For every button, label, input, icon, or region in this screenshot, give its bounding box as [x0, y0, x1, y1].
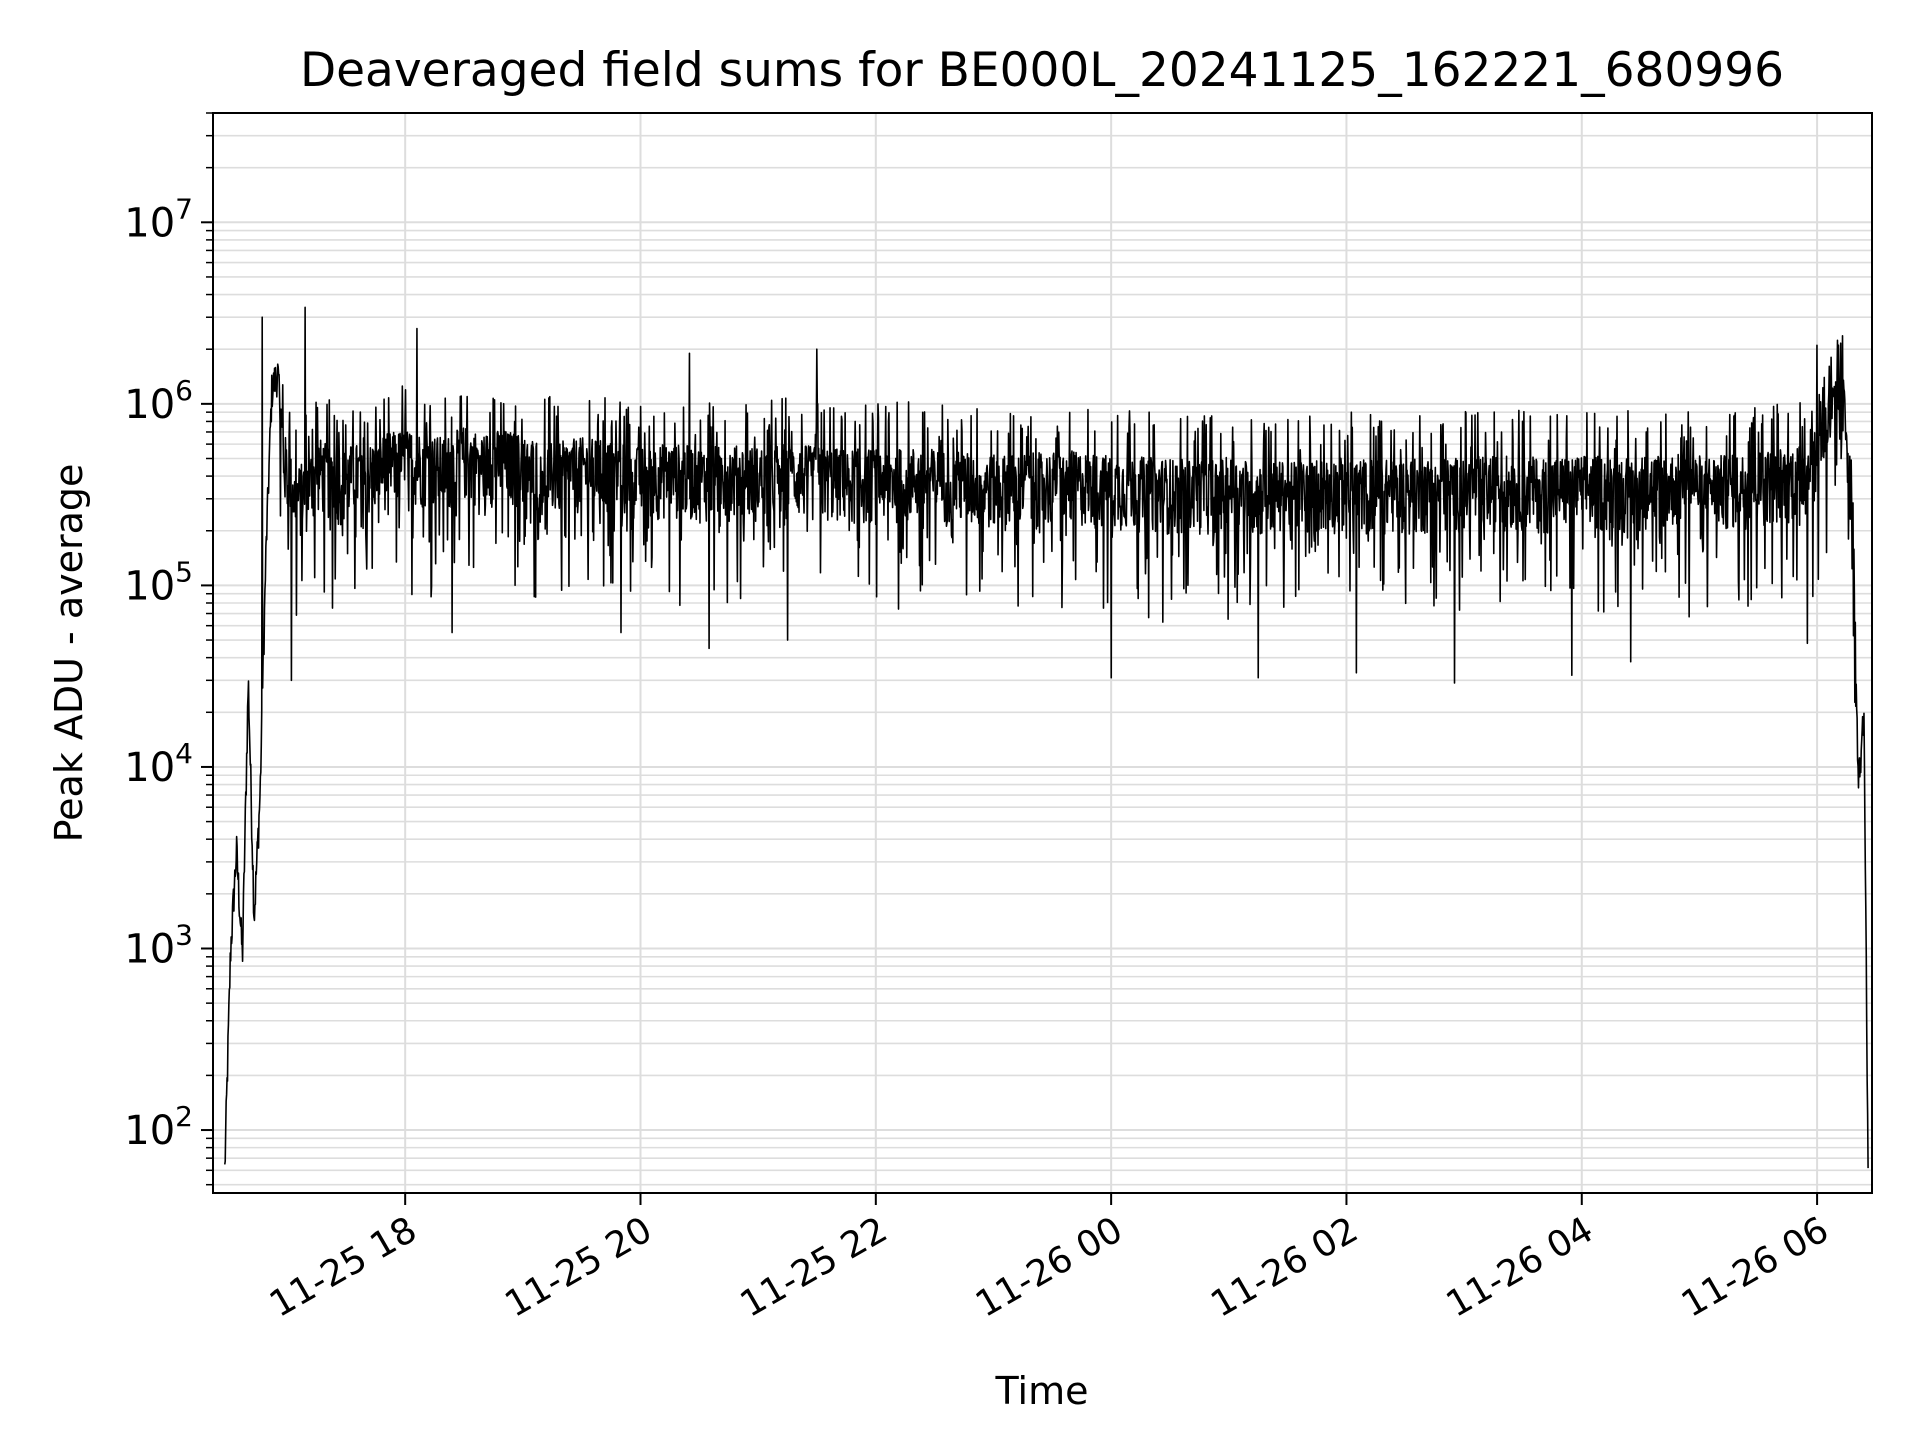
x-axis-ticks: 11-25 18 11-25 20 11-25 22 11-26 00 11-26 02… — [263, 1193, 1836, 1326]
y-tick-label: 103 — [124, 918, 193, 972]
y-tick-label: 104 — [124, 737, 193, 791]
chart-title: Deaveraged field sums for BE000L_2024112… — [300, 43, 1784, 98]
y-tick-label: 102 — [124, 1100, 193, 1154]
plot-area-frame — [212, 112, 1873, 1194]
grid-lines — [213, 112, 1872, 1193]
x-tick-label: 11-25 18 — [263, 1209, 424, 1325]
y-tick-label: 107 — [124, 192, 193, 246]
x-tick-label: 11-25 22 — [734, 1209, 895, 1325]
x-tick-label: 11-25 20 — [498, 1209, 659, 1325]
x-tick-label: 11-26 00 — [969, 1209, 1130, 1325]
y-tick-label: 106 — [124, 374, 193, 428]
x-tick-label: 11-26 02 — [1204, 1209, 1365, 1325]
y-axis-label: Peak ADU - average — [47, 464, 91, 843]
x-tick-label: 11-26 04 — [1440, 1209, 1601, 1325]
data-series — [223, 306, 1869, 1169]
y-tick-label: 105 — [124, 555, 193, 609]
y-axis-ticks: 102 103 104 105 106 107 — [124, 112, 213, 1186]
x-tick-label: 11-26 06 — [1675, 1209, 1836, 1325]
x-axis-label: Time — [995, 1369, 1089, 1413]
series-line — [223, 306, 1869, 1169]
